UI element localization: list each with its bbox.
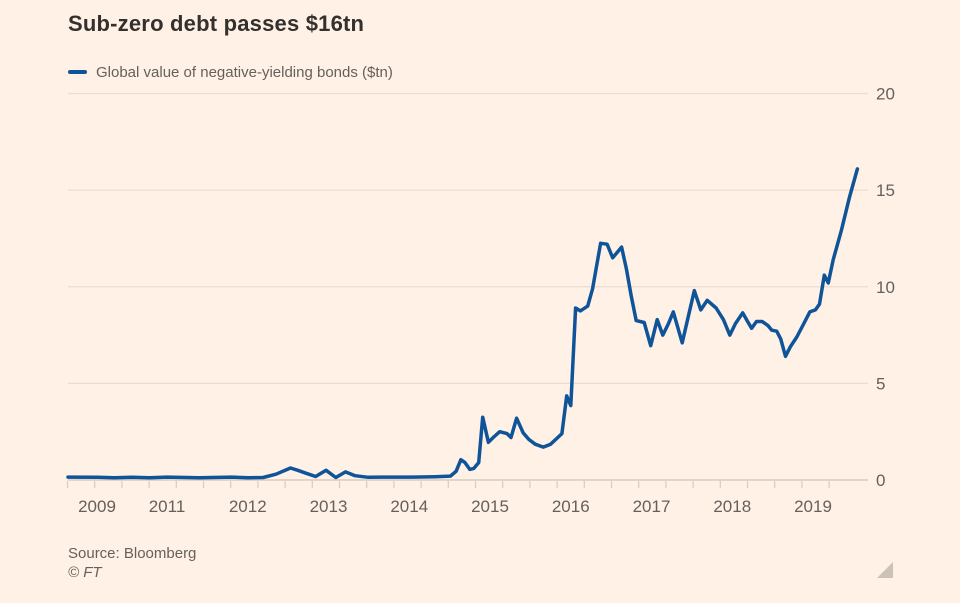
x-axis-label: 2017 [633, 497, 671, 516]
legend: Global value of negative-yielding bonds … [68, 63, 393, 81]
legend-line-swatch [68, 70, 87, 74]
x-axis-label: 2019 [794, 497, 832, 516]
x-axis-label: 2016 [552, 497, 590, 516]
x-axis-label: 2015 [471, 497, 509, 516]
x-axis-label: 2009 [78, 497, 116, 516]
y-axis-label: 15 [876, 181, 895, 200]
x-axis-label: 2018 [713, 497, 751, 516]
x-axis-label: 2012 [229, 497, 267, 516]
y-axis-label: 0 [876, 471, 885, 490]
y-axis-label: 20 [876, 85, 895, 104]
x-axis-label: 2011 [149, 497, 186, 516]
page-background-strip [0, 603, 960, 607]
legend-label: Global value of negative-yielding bonds … [96, 63, 393, 81]
y-axis-label: 10 [876, 278, 895, 297]
y-axis-label: 5 [876, 374, 885, 393]
x-axis-label: 2014 [390, 497, 428, 516]
x-axis-label: 2013 [310, 497, 348, 516]
source-note: Source: Bloomberg [68, 545, 197, 562]
ft-copyright: © FT [68, 564, 102, 581]
chart-title: Sub-zero debt passes $16tn [68, 11, 365, 36]
resize-handle-icon[interactable] [877, 562, 893, 578]
data-line [66, 167, 860, 480]
